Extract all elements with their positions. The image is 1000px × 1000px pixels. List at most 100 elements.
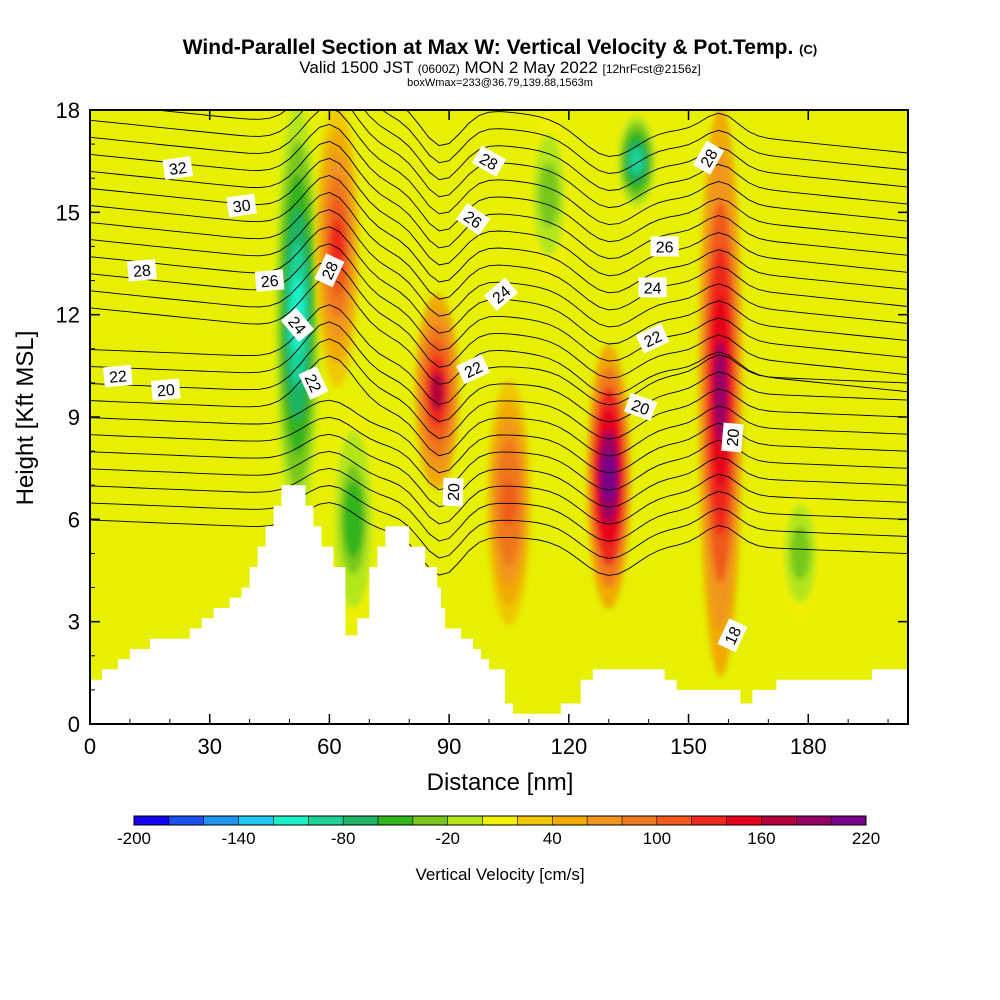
- theta-contour-line: [381, 110, 908, 174]
- y-tick-label: 9: [68, 405, 80, 430]
- colorbar-segment: [168, 816, 205, 825]
- x-tick-label: 180: [790, 734, 827, 759]
- colorbar-segment: [726, 816, 762, 825]
- colorbar-label: 160: [747, 829, 775, 848]
- updraft-core: [415, 293, 460, 490]
- colorbar: -200 -140 -80 -20 40 100 160 220: [117, 815, 880, 848]
- box-info: boxWmax=233@36.79,139.88,1563m: [407, 77, 593, 89]
- theta-contour-line: [90, 321, 908, 423]
- contour-label: 32: [162, 156, 194, 180]
- colorbar-label: 100: [643, 829, 671, 848]
- contour-label-bg: [226, 193, 257, 218]
- theta-contour-line: [90, 175, 908, 294]
- contour-label-text: 20: [629, 397, 652, 419]
- downdraft-shade: [793, 538, 808, 569]
- x-tick-label: 0: [84, 734, 96, 759]
- updraft-shade: [501, 478, 516, 527]
- contour-label-text: 26: [656, 239, 674, 256]
- colorbar-segment: [656, 816, 693, 825]
- theta-contour-line: [90, 110, 908, 226]
- velocity-field: [275, 110, 823, 677]
- colorbar-title: Vertical Velocity [cm/s]: [415, 865, 584, 884]
- contour-label-bg: [442, 477, 464, 507]
- contour-label: 26: [650, 236, 679, 257]
- theta-contour-line: [90, 355, 908, 457]
- contour-label-bg: [483, 277, 519, 311]
- colorbar-segment: [203, 816, 240, 825]
- theta-contour-line: [90, 277, 908, 396]
- colorbar-segment: [761, 816, 797, 825]
- contour-label-text: 30: [232, 197, 252, 216]
- theta-contour-line: [90, 123, 908, 243]
- contour-label: 20: [442, 477, 464, 507]
- contour-label-bg: [638, 277, 667, 298]
- colorbar-label: -200: [117, 829, 151, 848]
- y-tick-label: 18: [56, 98, 80, 123]
- colorbar-label: -20: [435, 829, 460, 848]
- theta-contour-line: [90, 192, 908, 311]
- downdraft-shade: [629, 148, 644, 174]
- contour-label-bg: [471, 145, 507, 177]
- y-tick-label: 3: [68, 610, 80, 635]
- contour-label: 18: [717, 618, 748, 653]
- downdraft-core: [614, 110, 659, 217]
- colorbar-label: 220: [852, 829, 880, 848]
- valid-prefix: Valid 1500 JST: [299, 58, 414, 77]
- colorbar-segment: [482, 816, 518, 825]
- contour-label-bg: [456, 354, 491, 385]
- y-axis-title: Height [Kft MSL]: [12, 331, 39, 506]
- theta-contour-line: [90, 416, 908, 491]
- theta-contour-line: [152, 110, 908, 191]
- contour-label: 22: [456, 354, 491, 385]
- contour-label-text: 28: [476, 151, 500, 175]
- contour-label-bg: [127, 259, 157, 282]
- y-tick-label: 0: [68, 712, 80, 737]
- colorbar-segment: [308, 816, 344, 825]
- colorbar-label: -80: [331, 829, 356, 848]
- contour-label-text: 22: [642, 328, 665, 351]
- colorbar-segment: [238, 816, 274, 825]
- colorbar-segment: [517, 816, 553, 825]
- colorbar-segment: [552, 816, 588, 825]
- colorbar-segment: [831, 816, 867, 825]
- colorbar-segment: [796, 816, 832, 825]
- y-tick-label: 15: [56, 200, 80, 225]
- updraft-core: [486, 378, 531, 626]
- theta-contour-line: [90, 140, 908, 260]
- updraft-shade: [713, 340, 728, 443]
- theta-contour-line: [90, 260, 908, 379]
- theta-contour-line: [90, 433, 908, 508]
- contour-label-bg: [624, 392, 658, 421]
- contour-label-bg: [103, 364, 133, 388]
- colorbar-segment: [691, 816, 728, 825]
- x-tick-label: 30: [197, 734, 221, 759]
- contour-label: 20: [150, 378, 181, 401]
- contour-label: 26: [254, 269, 285, 292]
- updraft-shade: [601, 451, 616, 503]
- contour-label: 20: [624, 392, 658, 421]
- theta-contour-line: [90, 157, 908, 277]
- theta-contour-line: [405, 110, 908, 157]
- contour-label: 22: [103, 364, 133, 388]
- theta-contour-line: [90, 338, 908, 440]
- colorbar-segment: [343, 816, 379, 825]
- x-tick-label: 120: [550, 734, 587, 759]
- downdraft-shade: [541, 177, 556, 214]
- contour-label-text: 28: [132, 263, 151, 281]
- y-tick-label: 6: [68, 507, 80, 532]
- x-tick-label: 90: [437, 734, 461, 759]
- updraft-shade: [430, 371, 445, 412]
- axes: 0 30 60 90 120 150 180 0 3 6 9 12 15 18: [56, 98, 908, 759]
- colorbar-label: -140: [222, 829, 256, 848]
- chart-title-text: Wind-Parallel Section at Max W: Vertical…: [182, 36, 794, 59]
- contour-label-bg: [717, 618, 748, 653]
- valid-time-line: Valid 1500 JST (0600Z) MON 2 May 2022 [1…: [0, 58, 1000, 78]
- contour-label-text: 20: [725, 428, 743, 447]
- colorbar-segment: [412, 816, 449, 825]
- theta-contour-line: [90, 209, 908, 328]
- updraft-core: [315, 110, 360, 387]
- x-tick-label: 60: [317, 734, 341, 759]
- contour-label-bg: [254, 269, 285, 292]
- chart-title: Wind-Parallel Section at Max W: Vertical…: [0, 36, 1000, 60]
- colorbar-segment: [587, 816, 623, 825]
